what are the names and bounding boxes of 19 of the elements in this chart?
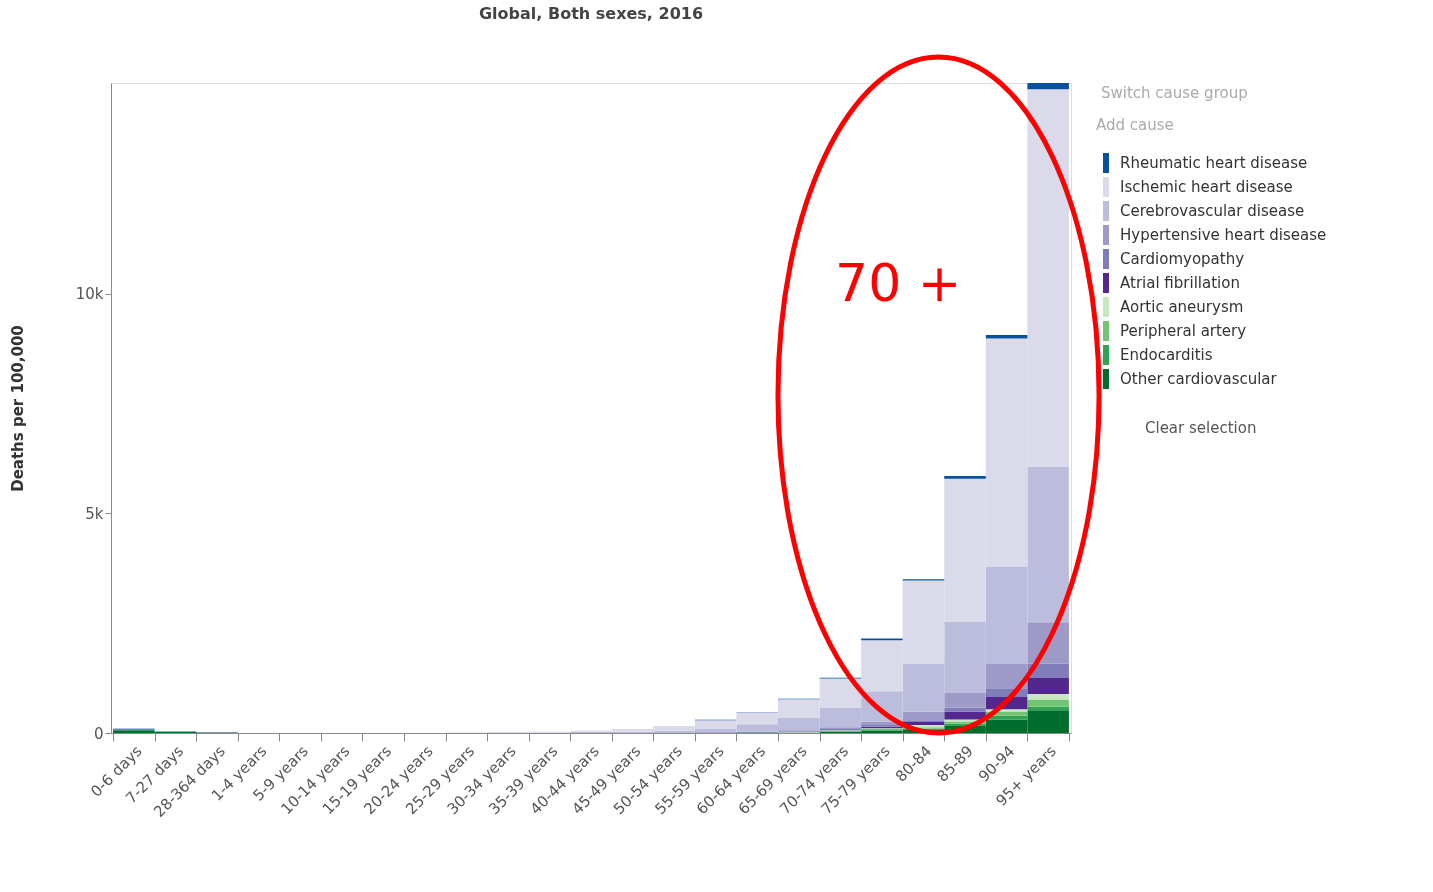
legend-label: Hypertensive heart disease [1120, 226, 1327, 244]
y-tick-label: 5k [85, 504, 104, 523]
legend-label: Ischemic heart disease [1120, 178, 1293, 196]
legend-label: Peripheral artery [1120, 322, 1247, 340]
legend-label: Endocarditis [1120, 346, 1213, 364]
text: Switch cause group [1101, 84, 1248, 102]
chart-title: Global, Both sexes, 2016 [478, 4, 704, 23]
legend-label: Cerebrovascular disease [1120, 202, 1305, 220]
annotation: 70 + [835, 252, 962, 313]
y-axis-title: Deaths per 100,000 [8, 325, 27, 492]
text: Add cause [1096, 116, 1174, 134]
text: Clear selection [1145, 419, 1257, 437]
legend-label: Other cardiovascular [1120, 370, 1278, 388]
y-tick-label: 0 [93, 724, 104, 743]
legend-label: Atrial fibrillation [1120, 274, 1240, 292]
legend-label: Cardiomyopathy [1120, 250, 1245, 268]
legend-label: Aortic aneurysm [1120, 298, 1244, 316]
y-tick-label: 10k [75, 285, 104, 304]
legend-label: Rheumatic heart disease [1120, 154, 1308, 172]
